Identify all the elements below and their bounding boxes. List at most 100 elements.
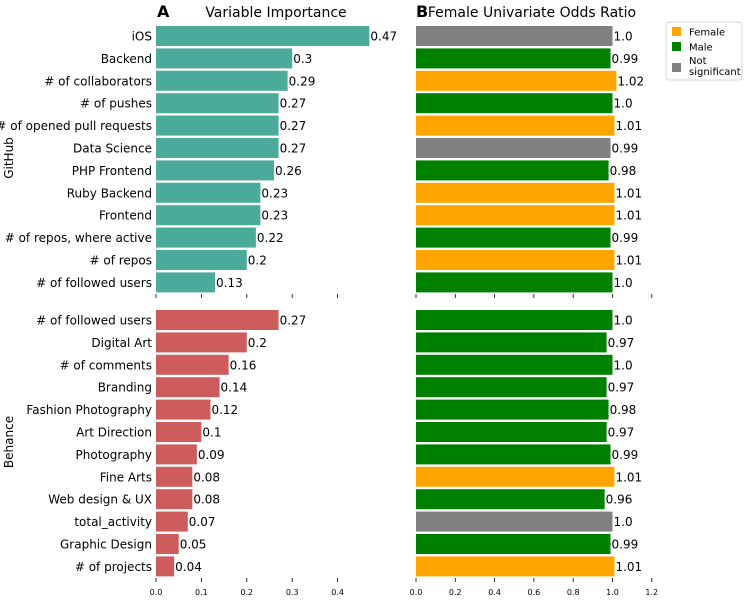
- github-importance-value-label: 0.27: [280, 97, 307, 111]
- behance-importance-value-label: 0.05: [180, 538, 207, 552]
- behance-importance-x-tick-label: 0.3: [286, 588, 299, 597]
- behance-odds-value-label: 0.99: [612, 538, 639, 552]
- behance-odds-x-tick-label: 0.0: [410, 588, 423, 597]
- github-importance-bar-5: [156, 138, 279, 158]
- behance-odds-value-label: 0.97: [608, 336, 635, 350]
- behance-importance-value-label: 0.2: [248, 336, 267, 350]
- behance-importance-category-label: Branding: [98, 381, 152, 395]
- github-importance-category-label: PHP Frontend: [72, 164, 152, 178]
- behance-importance-category-label: Art Direction: [76, 426, 152, 440]
- behance-importance-value-label: 0.27: [280, 314, 307, 328]
- github-odds-value-label: 1.01: [615, 209, 642, 223]
- github-odds-bar-5: [416, 138, 611, 158]
- behance-importance-category-label: # of followed users: [36, 314, 152, 328]
- behance-importance-category-label: Digital Art: [91, 336, 152, 350]
- behance-importance-value-label: 0.12: [211, 403, 238, 417]
- behance-odds-bar-9: [416, 511, 613, 532]
- github-importance-value-label: 0.29: [289, 74, 316, 88]
- behance-odds-bar-2: [416, 354, 613, 375]
- github-importance-value-label: 0.26: [275, 164, 302, 178]
- legend-label: significant: [689, 67, 741, 78]
- github-importance-value-label: 0.2: [248, 254, 267, 268]
- chart-title: Variable Importance: [205, 5, 346, 21]
- github-odds-bar-7: [416, 182, 615, 203]
- github-importance-bar-6: [156, 160, 275, 181]
- github-importance-category-label: # of repos: [89, 254, 152, 268]
- behance-importance-bar-4: [156, 399, 211, 420]
- github-odds-value-label: 0.99: [612, 142, 639, 156]
- github-importance-category-label: # of opened pull requests: [0, 119, 152, 133]
- github-importance-value-label: 0.22: [257, 231, 284, 245]
- behance-odds-x-tick-label: 0.2: [449, 588, 462, 597]
- group-label: GitHub: [2, 137, 16, 179]
- github-importance-bar-4: [156, 115, 279, 136]
- behance-importance-x-tick-label: 0.4: [331, 588, 344, 597]
- behance-importance-bar-5: [156, 422, 202, 442]
- behance-odds-value-label: 0.96: [606, 493, 633, 507]
- behance-importance-category-label: Fashion Photography: [26, 403, 152, 417]
- github-importance-value-label: 0.47: [370, 30, 397, 44]
- github-importance-bar-8: [156, 205, 261, 226]
- behance-odds-value-label: 0.98: [610, 403, 637, 417]
- github-importance-category-label: Data Science: [73, 142, 152, 156]
- legend-frame: [665, 21, 743, 81]
- behance-importance-bar-1: [156, 332, 247, 353]
- github-importance-bar-9: [156, 227, 256, 248]
- behance-importance-value-label: 0.1: [202, 426, 221, 440]
- github-importance-bar-11: [156, 272, 216, 293]
- behance-odds-x-tick-label: 1.0: [606, 588, 619, 597]
- github-importance-value-label: 0.27: [280, 119, 307, 133]
- github-odds-bar-0: [416, 26, 613, 46]
- github-importance-category-label: # of repos, where active: [5, 231, 152, 245]
- behance-importance-bar-2: [156, 354, 229, 375]
- github-importance-bar-2: [156, 70, 288, 91]
- behance-odds-value-label: 1.01: [615, 470, 642, 484]
- github-importance-category-label: Ruby Backend: [67, 186, 152, 200]
- github-importance-bar-3: [156, 93, 279, 114]
- github-odds-bar-4: [416, 115, 615, 136]
- behance-importance-bar-10: [156, 534, 179, 554]
- github-odds-bar-3: [416, 93, 613, 114]
- behance-importance-value-label: 0.08: [193, 493, 220, 507]
- github-importance-bar-0: [156, 26, 370, 46]
- behance-importance-bar-6: [156, 444, 197, 465]
- behance-importance-value-label: 0.14: [221, 381, 248, 395]
- legend-label: Not: [689, 56, 707, 67]
- group-label: Behance: [2, 416, 16, 468]
- github-odds-value-label: 1.0: [614, 97, 633, 111]
- behance-odds-x-tick-label: 0.8: [567, 588, 580, 597]
- github-odds-bar-6: [416, 160, 609, 181]
- github-importance-value-label: 0.27: [280, 142, 307, 156]
- behance-importance-category-label: Photography: [76, 448, 152, 462]
- github-odds-bar-8: [416, 205, 615, 226]
- behance-importance-bar-0: [156, 310, 279, 330]
- behance-importance-value-label: 0.16: [230, 358, 257, 372]
- github-odds-value-label: 0.98: [610, 164, 637, 178]
- behance-importance-value-label: 0.09: [198, 448, 225, 462]
- behance-importance-x-tick-label: 0.2: [240, 588, 253, 597]
- legend-label: Female: [689, 28, 725, 39]
- github-odds-bar-2: [416, 70, 617, 91]
- panel-label-a: A: [157, 2, 170, 21]
- behance-importance-bar-8: [156, 489, 193, 510]
- behance-odds-bar-0: [416, 310, 613, 330]
- legend-swatch: [672, 27, 681, 36]
- behance-odds-bar-4: [416, 399, 609, 420]
- behance-odds-x-tick-label: 0.4: [488, 588, 501, 597]
- behance-odds-bar-6: [416, 444, 611, 465]
- behance-importance-bar-7: [156, 466, 193, 487]
- github-odds-value-label: 1.01: [615, 186, 642, 200]
- behance-importance-value-label: 0.07: [189, 515, 216, 529]
- behance-odds-value-label: 1.0: [614, 515, 633, 529]
- github-odds-value-label: 1.0: [614, 276, 633, 290]
- behance-odds-bar-5: [416, 422, 607, 442]
- github-importance-category-label: # of followed users: [36, 276, 152, 290]
- github-importance-value-label: 0.23: [261, 186, 288, 200]
- behance-importance-category-label: # of projects: [75, 560, 152, 574]
- behance-odds-value-label: 1.01: [615, 560, 642, 574]
- behance-odds-value-label: 0.99: [612, 448, 639, 462]
- behance-odds-bar-10: [416, 534, 611, 554]
- behance-odds-bar-11: [416, 556, 615, 577]
